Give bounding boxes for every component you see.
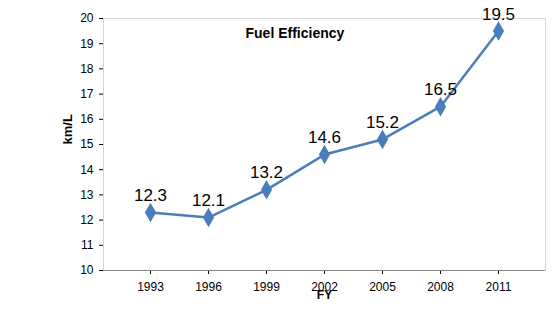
svg-text:15.2: 15.2 — [366, 113, 399, 132]
svg-text:15: 15 — [80, 137, 94, 151]
svg-text:2005: 2005 — [369, 280, 396, 294]
svg-text:11: 11 — [81, 238, 94, 252]
svg-text:16: 16 — [80, 112, 94, 126]
svg-text:2002: 2002 — [311, 280, 338, 294]
svg-text:1993: 1993 — [137, 280, 164, 294]
svg-text:14: 14 — [80, 163, 94, 177]
svg-text:19: 19 — [80, 37, 94, 51]
svg-text:14.6: 14.6 — [308, 128, 341, 147]
svg-text:17: 17 — [80, 87, 94, 101]
svg-text:12.3: 12.3 — [134, 186, 167, 205]
svg-text:16.5: 16.5 — [424, 80, 457, 99]
svg-text:13: 13 — [80, 188, 94, 202]
svg-text:Fuel Efficiency: Fuel Efficiency — [246, 25, 345, 41]
svg-text:12.1: 12.1 — [192, 191, 225, 210]
svg-text:2008: 2008 — [427, 280, 454, 294]
svg-text:2011: 2011 — [486, 280, 512, 294]
svg-text:1999: 1999 — [253, 280, 280, 294]
svg-text:km/L: km/L — [60, 114, 75, 144]
svg-text:10: 10 — [80, 263, 94, 277]
svg-text:FY: FY — [317, 288, 332, 302]
svg-text:19.5: 19.5 — [482, 5, 515, 24]
svg-text:18: 18 — [80, 62, 94, 76]
svg-text:1996: 1996 — [195, 280, 222, 294]
svg-text:20: 20 — [80, 11, 94, 25]
svg-text:13.2: 13.2 — [250, 163, 283, 182]
svg-text:12: 12 — [80, 213, 94, 227]
